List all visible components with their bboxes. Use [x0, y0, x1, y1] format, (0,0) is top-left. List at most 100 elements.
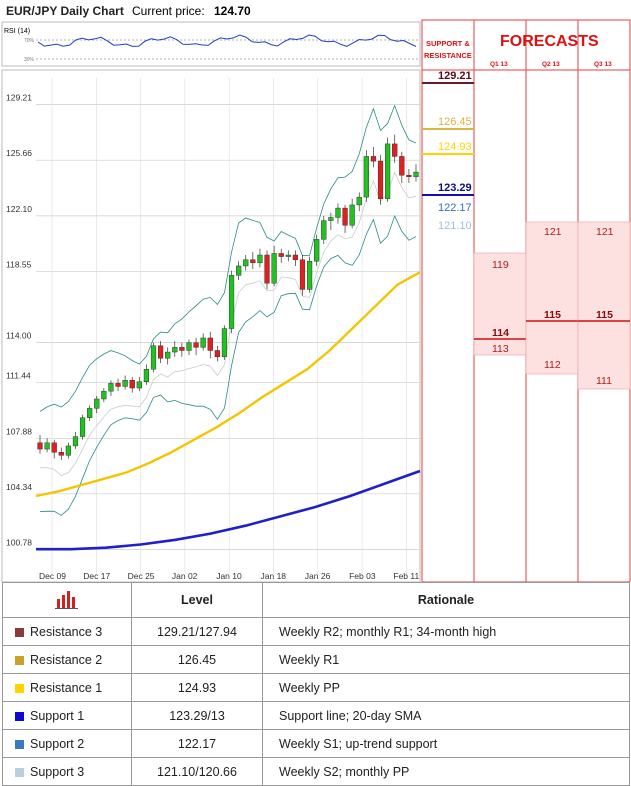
y-tick-label: 125.66 [6, 148, 32, 158]
candle-body [363, 156, 369, 198]
middle-band-line [40, 171, 417, 477]
candle-body [271, 253, 277, 284]
sma-blue-line [36, 469, 421, 551]
rsi-line [37, 34, 417, 47]
price-label: Current price: [132, 4, 205, 18]
candle-body [94, 398, 100, 409]
candle-body [321, 220, 327, 240]
level-label: 126.45 [438, 116, 472, 128]
y-tick-label: 122.10 [6, 204, 32, 214]
level-label: 123.29 [438, 182, 472, 194]
candle-body [101, 390, 107, 400]
candle-body [44, 442, 50, 450]
candle-body [136, 381, 142, 389]
candle-body [37, 442, 43, 450]
forecasts-title: FORECASTS [500, 33, 599, 50]
y-tick-label: 111.44 [6, 371, 31, 381]
x-tick-label: Dec 25 [128, 571, 155, 581]
candle-body [108, 383, 114, 392]
x-tick-label: Dec 17 [83, 571, 110, 581]
level-swatch [15, 655, 24, 665]
q3-low: 111 [596, 375, 612, 387]
candle-body [257, 254, 263, 264]
q1-high: 119 [492, 259, 509, 271]
candle-body [243, 259, 249, 267]
table-row: Resistance 3 129.21/127.94 Weekly R2; mont… [2, 617, 630, 646]
table-header-rationale: Rationale [262, 582, 630, 618]
candle-body [392, 143, 398, 157]
candle-body [179, 347, 185, 351]
candle-body [200, 337, 206, 348]
y-tick-label: 104.34 [6, 482, 32, 492]
q2-mid: 115 [544, 309, 561, 321]
x-tick-label: Feb 11 [393, 571, 419, 581]
x-tick-label: Jan 18 [261, 571, 287, 581]
candle-body [214, 350, 220, 357]
candle-body [65, 445, 71, 456]
rsi-lower-label: 30% [24, 57, 35, 63]
level-rationale: Weekly S1; up-trend support [262, 729, 630, 758]
q2-low: 112 [544, 359, 561, 371]
y-tick-label: 107.88 [6, 426, 32, 436]
candle-body [406, 175, 412, 177]
q1-low: 113 [492, 343, 509, 355]
candle-body [51, 442, 57, 453]
table-header-row: Level Rationale [2, 582, 630, 618]
level-label: 121.10 [438, 220, 472, 232]
q2-high: 121 [544, 226, 562, 238]
table-row: Resistance 1 124.93 Weekly PP [2, 673, 630, 702]
candle-body [143, 369, 150, 382]
candle-body [292, 254, 298, 260]
quarter-label: Q3 13 [594, 61, 612, 68]
quarter-label: Q2 13 [542, 61, 560, 68]
level-rationale: Weekly PP [262, 673, 630, 702]
level-name: Support 2 [30, 736, 85, 751]
level-swatch [15, 627, 24, 637]
level-name: Resistance 2 [30, 652, 103, 667]
x-tick-label: Dec 09 [39, 571, 66, 581]
sma-yellow-line [35, 271, 421, 498]
candle-body [87, 408, 93, 418]
candle-body [342, 207, 348, 226]
candle-body [399, 156, 405, 176]
level-rationale: Weekly R1 [262, 645, 630, 674]
level-swatch [15, 739, 24, 749]
level-name: Resistance 1 [30, 680, 103, 695]
price-chart: RSI (14) 70% 30% 129.21 125.66 122.10 118.55 11… [1, 19, 631, 582]
q1-mid: 114 [492, 327, 509, 339]
y-tick-label: 114.00 [6, 331, 32, 341]
level-swatch [15, 683, 24, 693]
y-tick-label: 100.78 [6, 538, 32, 548]
level-label: 129.21 [438, 70, 472, 82]
level-rationale: Support line; 20-day SMA [262, 701, 630, 730]
candle-body [377, 160, 384, 199]
candle-body [285, 254, 291, 257]
table-row: Support 3 121.10/120.66 Weekly S2; monthly… [2, 757, 630, 786]
y-tick-label: 129.21 [6, 93, 32, 103]
x-tick-label: Feb 03 [349, 571, 376, 581]
level-rationale: Weekly R2; monthly R1; 34-month high [262, 617, 630, 646]
candle-body [207, 337, 213, 351]
table-header-level: Level [131, 582, 263, 618]
x-tick-label: Jan 02 [172, 571, 198, 581]
x-tick-label: Jan 26 [305, 571, 331, 581]
rsi-panel [1, 21, 421, 67]
candle-body [150, 345, 157, 370]
candle-body [299, 259, 306, 290]
level-name: Support 1 [30, 708, 85, 723]
rsi-upper-label: 70% [24, 38, 35, 44]
candle-body [186, 342, 192, 351]
candle-body [129, 380, 135, 389]
quarter-label: Q1 13 [490, 61, 508, 68]
chart-title: EUR/JPY Daily Chart [6, 4, 124, 18]
level-value: 123.29/13 [131, 701, 263, 730]
rsi-label: RSI (14) [4, 28, 30, 35]
candle-body [278, 253, 284, 257]
candle-body [370, 156, 377, 162]
level-value: 121.10/120.66 [131, 757, 263, 786]
price-value: 124.70 [214, 4, 251, 18]
level-swatch [15, 767, 24, 777]
level-label: 122.17 [438, 202, 472, 214]
candle-body [58, 451, 64, 456]
